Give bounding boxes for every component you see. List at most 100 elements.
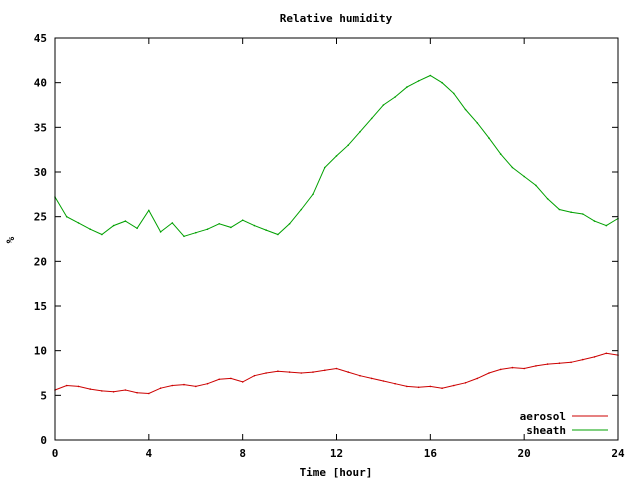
y-tick-label: 15 [34,300,47,313]
data-point-sheath [159,231,162,233]
data-point-aerosol [300,372,303,374]
x-tick-label: 12 [330,447,343,460]
data-point-aerosol [406,385,408,388]
data-point-aerosol [77,385,80,388]
data-point-sheath [288,223,291,225]
x-axis-label: Time [hour] [300,466,373,479]
data-point-aerosol [453,384,455,387]
data-point-sheath [593,220,596,222]
data-point-aerosol [582,358,584,361]
y-tick-label: 45 [34,32,47,45]
data-point-sheath [253,224,256,227]
data-point-sheath [65,215,68,218]
data-point-aerosol [347,371,350,373]
y-axis-label: % [4,236,17,243]
data-point-sheath [546,198,549,200]
legend-label-aerosol: aerosol [520,410,566,423]
data-point-aerosol [65,384,68,387]
data-point-aerosol [124,389,127,391]
data-point-sheath [324,166,326,169]
data-point-sheath [101,233,103,236]
data-point-sheath [535,184,537,187]
data-point-aerosol [89,388,91,390]
data-point-aerosol [370,377,373,380]
data-point-aerosol [429,385,432,388]
data-point-aerosol [195,385,197,388]
data-point-sheath [312,193,314,196]
x-tick-label: 16 [424,447,438,460]
data-point-sheath [558,208,561,211]
data-point-aerosol [417,386,420,389]
y-tick-label: 5 [40,389,47,402]
data-point-aerosol [441,387,443,390]
data-point-aerosol [593,356,596,358]
data-point-aerosol [605,352,608,355]
y-tick-label: 20 [34,255,47,268]
data-point-aerosol [511,366,514,369]
data-point-aerosol [312,371,314,373]
data-point-sheath [476,122,479,124]
data-point-aerosol [183,383,185,386]
data-point-aerosol [523,367,525,370]
data-point-sheath [370,117,373,120]
data-point-sheath [359,131,361,133]
data-point-aerosol [136,391,138,394]
data-point-aerosol [488,372,490,374]
legend: aerosol sheath [520,410,608,437]
data-point-aerosol [324,369,326,372]
data-point-aerosol [206,382,209,385]
data-point-sheath [277,233,279,236]
data-point-aerosol [159,387,162,390]
legend-label-sheath: sheath [526,424,566,437]
data-point-aerosol [288,371,291,373]
data-point-sheath [241,219,244,221]
y-tick-label: 30 [34,166,47,179]
x-tick-label: 24 [611,447,625,460]
data-point-sheath [89,228,91,230]
data-point-sheath [335,155,338,157]
data-point-sheath [77,222,80,224]
data-point-aerosol [218,378,220,381]
data-point-sheath [265,229,267,231]
data-point-aerosol [230,377,232,380]
data-point-aerosol [253,374,256,377]
data-point-aerosol [382,380,385,382]
y-tick-label: 10 [34,345,47,358]
data-point-aerosol [570,361,572,364]
plot-frame [54,37,619,441]
data-point-sheath [605,224,608,227]
data-point-sheath [464,108,467,111]
data-point-sheath [136,227,138,230]
data-point-sheath [148,209,150,212]
x-tick-label: 8 [239,447,246,460]
data-point-sheath [300,208,303,211]
data-point-aerosol [535,365,537,367]
data-point-sheath [171,222,174,224]
x-tick-label: 0 [52,447,59,460]
data-point-aerosol [265,372,267,374]
data-point-aerosol [359,374,361,377]
data-point-aerosol [101,390,103,392]
data-point-aerosol [394,382,396,385]
data-point-aerosol [546,363,549,365]
data-point-sheath [453,92,455,95]
y-tick-label: 0 [40,434,47,447]
data-point-aerosol [476,377,479,380]
data-point-aerosol [558,362,561,365]
data-point-sheath [206,228,209,230]
chart-title: Relative humidity [280,12,393,25]
data-point-aerosol [499,368,502,371]
data-point-sheath [570,211,572,213]
data-point-sheath [511,166,514,169]
data-point-sheath [523,175,525,178]
data-point-sheath [488,137,490,139]
y-tick-label: 25 [34,211,47,224]
data-point-sheath [441,81,443,84]
data-point-sheath [183,235,185,238]
data-point-aerosol [277,370,279,373]
data-point-aerosol [148,392,150,395]
data-point-aerosol [241,381,244,383]
data-point-aerosol [112,391,115,393]
